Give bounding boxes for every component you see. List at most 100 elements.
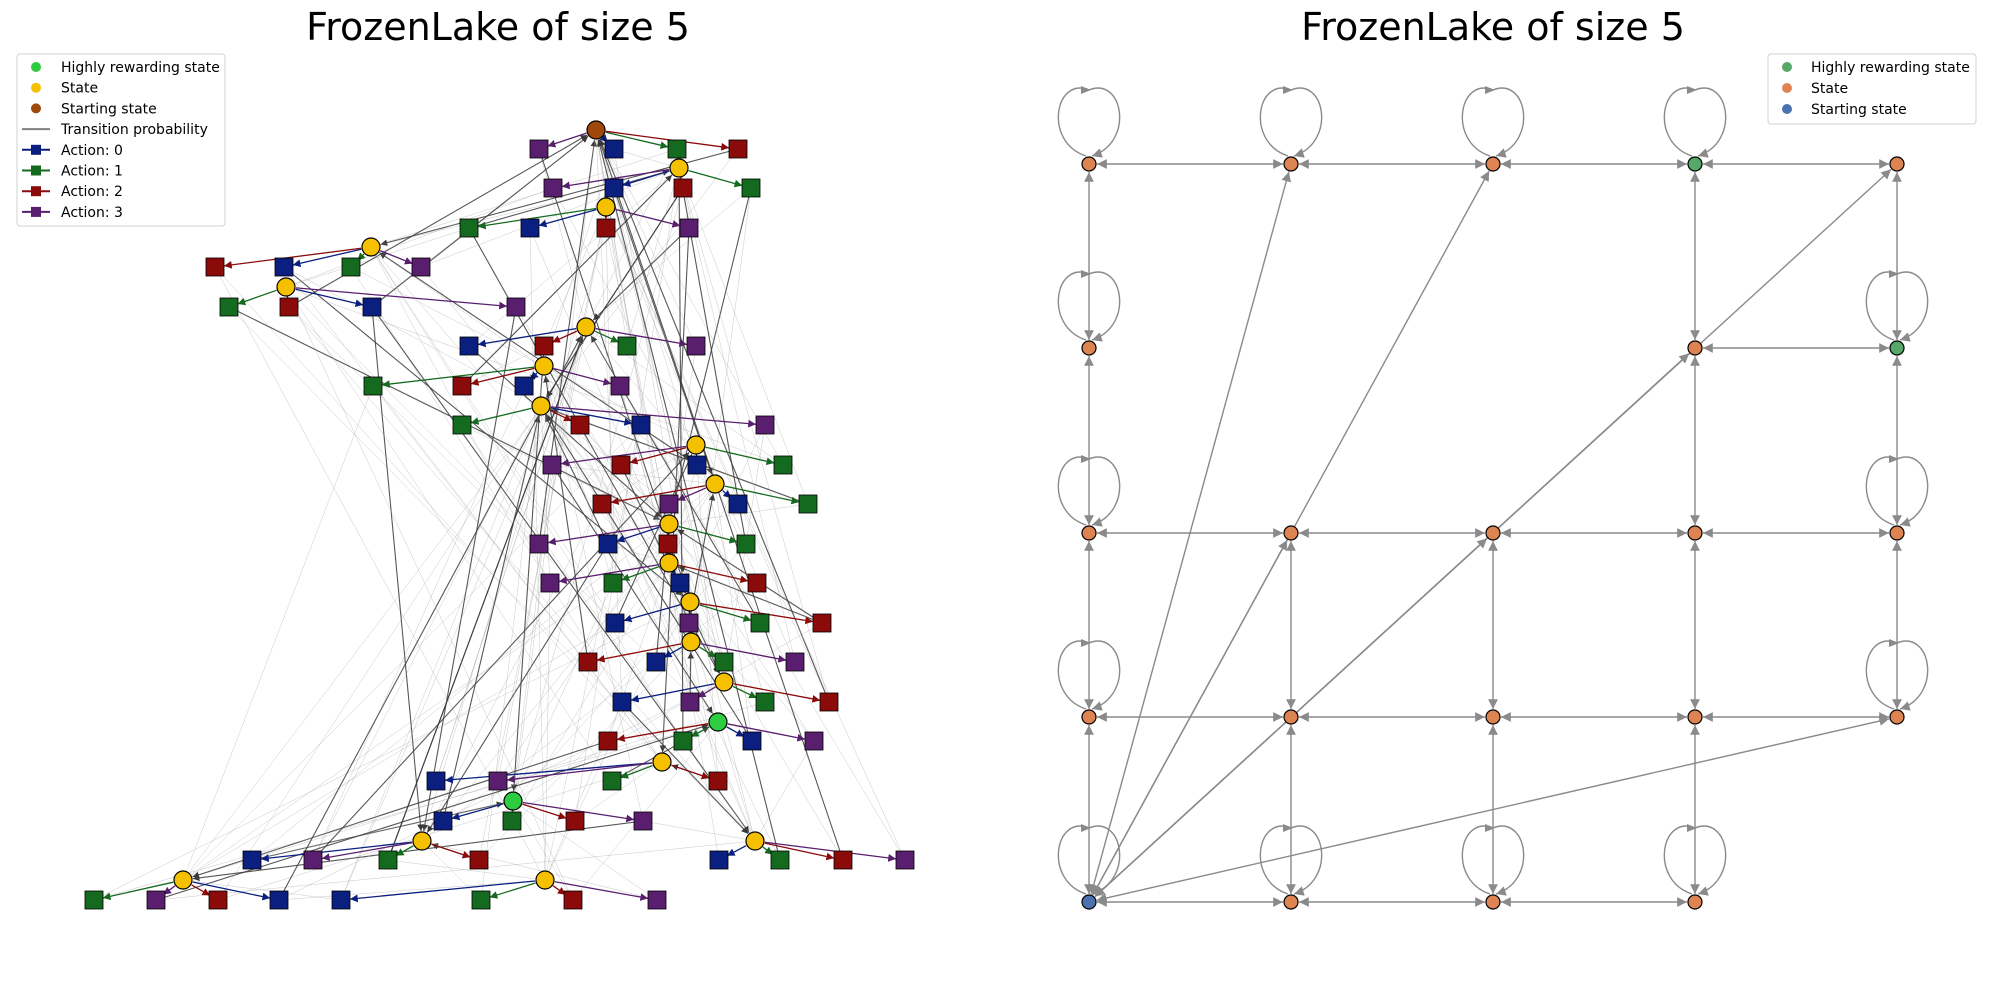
state-node	[1283, 156, 1299, 172]
transition-probability-edge	[621, 701, 749, 835]
left-legend-item: Transition probability	[22, 122, 208, 138]
action-edge	[522, 803, 567, 820]
transition-probability-edge	[192, 881, 342, 901]
transition-probability-edge	[312, 216, 603, 861]
action-edge	[688, 170, 743, 188]
legend-label: Starting state	[1811, 102, 1907, 118]
action-node-3	[542, 455, 562, 475]
action-node-2	[208, 890, 228, 910]
action-edge	[477, 207, 597, 230]
legend-marker	[31, 103, 41, 114]
transition-probability-edge	[371, 135, 589, 308]
state-node	[1889, 525, 1905, 541]
left-legend-item: Starting state	[31, 101, 157, 117]
action-node-0	[612, 692, 632, 712]
transition-probability-edge	[678, 177, 747, 545]
action-edge	[764, 842, 835, 861]
state-node	[659, 514, 679, 534]
transition-probability-edge	[521, 622, 823, 797]
left-title: FrozenLake of size 5	[306, 5, 690, 49]
transition-probability-edge	[551, 464, 714, 714]
transition-probability-edge	[251, 802, 504, 861]
action-edge	[663, 646, 683, 659]
action-edge	[223, 247, 362, 269]
action-edge	[724, 485, 800, 505]
transition-probability-edge	[340, 336, 583, 901]
action-edge	[595, 328, 688, 347]
action-node-0	[362, 297, 382, 317]
self-loop-edge	[1663, 87, 1727, 158]
action-node-3	[659, 494, 679, 514]
action-edge	[629, 446, 687, 465]
action-edge	[705, 446, 775, 466]
action-edge	[596, 643, 682, 663]
action-edge	[349, 880, 536, 903]
action-node-1	[736, 534, 756, 554]
action-edge	[699, 602, 814, 625]
transition-probability-edge	[291, 295, 613, 782]
transition-probability-edge	[377, 254, 766, 703]
action-node-0	[459, 336, 479, 356]
transition-probability-edge	[278, 335, 582, 901]
transition-probability-edge	[192, 740, 609, 878]
state-node	[681, 632, 701, 652]
state-node	[1687, 156, 1703, 172]
transition-probability-edge	[698, 454, 766, 703]
action-node-3	[895, 850, 915, 870]
action-node-0	[520, 218, 540, 238]
action-node-0	[269, 890, 289, 910]
self-loop-edge	[1461, 87, 1525, 158]
action-edge	[237, 289, 277, 306]
self-loop-arrowhead	[1283, 86, 1293, 94]
action-node-2	[812, 613, 832, 633]
action-edge	[553, 367, 612, 386]
legend-marker	[1782, 104, 1792, 114]
action-edge	[610, 485, 706, 505]
action-edge	[616, 723, 709, 742]
transition-probability-edge	[429, 582, 758, 836]
action-edge	[381, 366, 535, 388]
transition-probability-edge	[292, 293, 540, 545]
transition-probability-edge	[295, 227, 470, 285]
transition-probability-edge	[546, 148, 615, 357]
action-edge	[191, 884, 211, 897]
transition-probability-edge	[545, 414, 753, 742]
action-node-0	[670, 573, 690, 593]
action-node-0	[598, 534, 618, 554]
action-node-0	[331, 890, 351, 910]
transition-probability-edge	[278, 686, 716, 901]
action-edge	[700, 643, 787, 663]
action-node-3	[529, 534, 549, 554]
transition-probability-edge	[544, 414, 609, 545]
action-edge	[605, 131, 669, 149]
left-legend-item: Action: 1	[22, 164, 123, 180]
state-node	[1485, 709, 1501, 725]
action-node-3	[146, 890, 166, 910]
transition-probability-edge	[421, 306, 517, 832]
transition-probability-edge	[93, 724, 709, 901]
state-node	[714, 672, 734, 692]
transition-probability-edge	[288, 134, 588, 308]
action-node-3	[543, 178, 563, 198]
right-title: FrozenLake of size 5	[1301, 5, 1685, 49]
action-node-0	[605, 613, 625, 633]
action-edge	[623, 604, 681, 623]
action-edge	[522, 801, 635, 823]
action-edge	[594, 330, 620, 343]
action-node-1	[741, 178, 761, 198]
action-node-1	[617, 336, 637, 356]
transition-probability-edge	[192, 820, 644, 882]
transition-probability-edge	[278, 880, 536, 901]
state-node	[535, 870, 555, 890]
legend-marker	[31, 144, 41, 155]
transition-probability-edge	[468, 169, 670, 229]
action-node-3	[529, 139, 549, 159]
action-node-0	[426, 771, 446, 791]
state-node	[1889, 709, 1905, 725]
transition-probability-edge	[521, 806, 658, 901]
state-node	[1687, 709, 1703, 725]
transition-probability-edge	[372, 385, 657, 755]
legend-marker	[31, 82, 41, 93]
action-node-1	[471, 890, 491, 910]
legend-marker	[31, 165, 41, 176]
